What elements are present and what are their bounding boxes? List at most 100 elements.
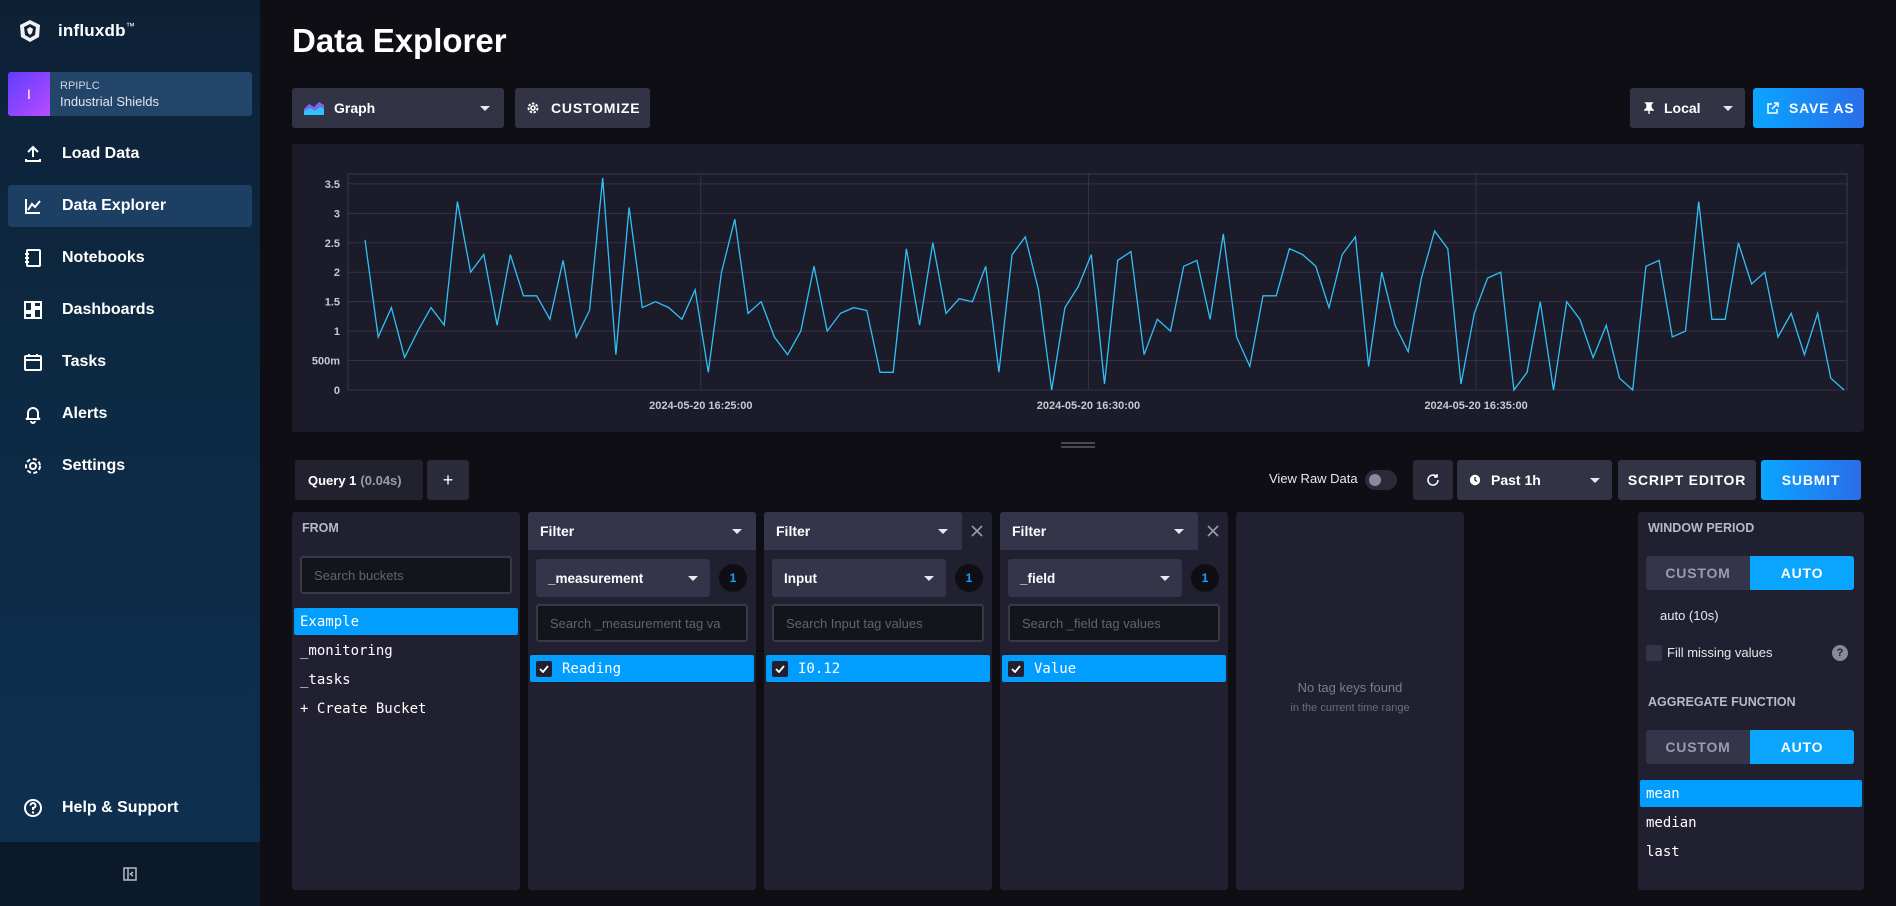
y-tick-label: 500m — [312, 356, 340, 368]
add-query-button[interactable]: + — [427, 460, 469, 500]
aggregate-function-title: AGGREGATE FUNCTION — [1648, 695, 1796, 709]
refresh-button[interactable] — [1413, 460, 1453, 500]
filter-function-dropdown[interactable]: Filter — [1000, 512, 1198, 550]
resize-handle[interactable] — [1061, 442, 1095, 448]
chevron-down-icon — [1723, 105, 1733, 111]
toggle-knob — [1369, 474, 1381, 486]
search-tag-values-input[interactable]: Search _measurement tag va — [536, 604, 748, 642]
nav-label: Data Explorer — [62, 197, 167, 214]
nav-label: Load Data — [62, 145, 140, 162]
graph-type-icon — [304, 102, 324, 115]
window-period-toggle: CUSTOM AUTO — [1646, 556, 1854, 590]
tag-value-label: Reading — [562, 660, 622, 677]
nav-item-tasks[interactable]: Tasks — [8, 341, 252, 383]
nav-item-data-explorer[interactable]: Data Explorer — [8, 185, 252, 227]
empty-filter-panel: No tag keys found in the current time ra… — [1236, 512, 1464, 890]
time-range-dropdown[interactable]: Past 1h — [1457, 460, 1612, 500]
submit-button[interactable]: SUBMIT — [1761, 460, 1861, 500]
query-tab[interactable]: Query 1 (0.04s) — [295, 460, 423, 500]
chevron-down-icon — [480, 105, 490, 111]
nav-label: Settings — [62, 457, 126, 474]
page-title: Data Explorer — [292, 22, 507, 59]
nav-item-settings[interactable]: Settings — [8, 445, 252, 487]
customize-button[interactable]: CUSTOMIZE — [515, 88, 650, 128]
filter-title: Filter — [1012, 523, 1047, 539]
empty-message: No tag keys found — [1297, 680, 1403, 695]
sidebar: influxdb™ I RPIPLC Industrial Shields Lo… — [0, 0, 260, 906]
nav-label: Dashboards — [62, 301, 155, 318]
filter-function-dropdown[interactable]: Filter — [764, 512, 962, 550]
org-subtitle: Industrial Shields — [60, 93, 159, 109]
collapse-sidebar-button[interactable] — [0, 842, 260, 906]
from-panel: FROM Search buckets Example _monitoring … — [292, 512, 520, 890]
timezone-dropdown[interactable]: Local — [1630, 88, 1745, 128]
pin-icon — [1644, 102, 1654, 114]
x-tick-label: 2024-05-20 16:30:00 — [1037, 400, 1140, 412]
y-tick-label: 2.5 — [325, 238, 340, 250]
bucket-item-tasks[interactable]: _tasks — [300, 671, 351, 688]
nav-item-help[interactable]: Help & Support — [8, 787, 252, 829]
function-item-median[interactable]: median — [1646, 814, 1697, 831]
gear-icon — [527, 102, 539, 114]
filter-function-dropdown[interactable]: Filter — [528, 512, 756, 550]
y-tick-label: 1 — [334, 326, 340, 338]
window-auto-button[interactable]: AUTO — [1750, 556, 1854, 590]
script-editor-button[interactable]: SCRIPT EDITOR — [1618, 460, 1756, 500]
bucket-item-monitoring[interactable]: _monitoring — [300, 642, 393, 659]
customize-label: CUSTOMIZE — [551, 100, 641, 116]
upload-icon — [22, 143, 44, 165]
help-tooltip-icon[interactable]: ? — [1832, 645, 1848, 661]
nav-item-dashboards[interactable]: Dashboards — [8, 289, 252, 331]
tag-value-item[interactable]: Reading — [530, 655, 754, 682]
y-tick-label: 2 — [334, 267, 340, 279]
line-chart[interactable]: 0 500m 1 1.5 2 2.5 3 3.5 2024-05-20 16:25:00 202… — [292, 144, 1864, 432]
nav-item-alerts[interactable]: Alerts — [8, 393, 252, 435]
plot-border — [347, 173, 1848, 391]
visualization-type-dropdown[interactable]: Graph — [292, 88, 504, 128]
search-tag-values-input[interactable]: Search _field tag values — [1008, 604, 1220, 642]
chevron-down-icon — [938, 528, 948, 534]
save-as-label: SAVE AS — [1789, 100, 1855, 116]
y-tick-label: 1.5 — [325, 297, 340, 309]
chevron-down-icon — [1174, 528, 1184, 534]
influxdb-logo[interactable]: influxdb™ — [18, 18, 135, 44]
function-item-last[interactable]: last — [1646, 843, 1680, 860]
tag-key-label: _measurement — [548, 570, 644, 586]
fill-missing-label: Fill missing values — [1667, 645, 1773, 660]
chevron-down-icon — [924, 575, 934, 581]
close-icon[interactable] — [970, 524, 984, 538]
function-custom-button[interactable]: CUSTOM — [1646, 730, 1750, 764]
filter-title: Filter — [540, 523, 575, 539]
checkbox-checked-icon — [772, 660, 788, 677]
function-item-mean[interactable]: mean — [1640, 780, 1862, 807]
bucket-item-example[interactable]: Example — [294, 608, 518, 635]
search-tag-values-input[interactable]: Search Input tag values — [772, 604, 984, 642]
query-time: (0.04s) — [360, 472, 402, 488]
close-icon[interactable] — [1206, 524, 1220, 538]
chevron-down-icon — [1160, 575, 1170, 581]
function-auto-button[interactable]: AUTO — [1750, 730, 1854, 764]
fill-missing-checkbox[interactable] — [1646, 645, 1662, 661]
nav-item-load-data[interactable]: Load Data — [8, 133, 252, 175]
filter-title: Filter — [776, 523, 811, 539]
tag-value-item[interactable]: Value — [1002, 655, 1226, 682]
create-bucket-button[interactable]: + Create Bucket — [300, 700, 427, 717]
save-as-button[interactable]: SAVE AS — [1753, 88, 1864, 128]
view-raw-label: View Raw Data — [1269, 471, 1358, 486]
tag-key-dropdown[interactable]: _measurement — [536, 559, 710, 597]
search-buckets-input[interactable]: Search buckets — [300, 556, 512, 594]
window-custom-button[interactable]: CUSTOM — [1646, 556, 1750, 590]
tag-key-dropdown[interactable]: Input — [772, 559, 946, 597]
tag-value-item[interactable]: I0.12 — [766, 655, 990, 682]
org-switcher[interactable]: I RPIPLC Industrial Shields — [8, 72, 252, 116]
nav-item-notebooks[interactable]: Notebooks — [8, 237, 252, 279]
influxdb-logo-icon — [20, 20, 40, 42]
selected-count-badge: 1 — [1191, 564, 1219, 592]
from-title: FROM — [302, 521, 339, 535]
tag-key-label: _field — [1020, 570, 1056, 586]
selected-count-badge: 1 — [955, 564, 983, 592]
tag-key-dropdown[interactable]: _field — [1008, 559, 1182, 597]
y-tick-label: 3.5 — [325, 179, 340, 191]
view-raw-toggle[interactable] — [1365, 470, 1397, 490]
chevron-down-icon — [732, 528, 742, 534]
